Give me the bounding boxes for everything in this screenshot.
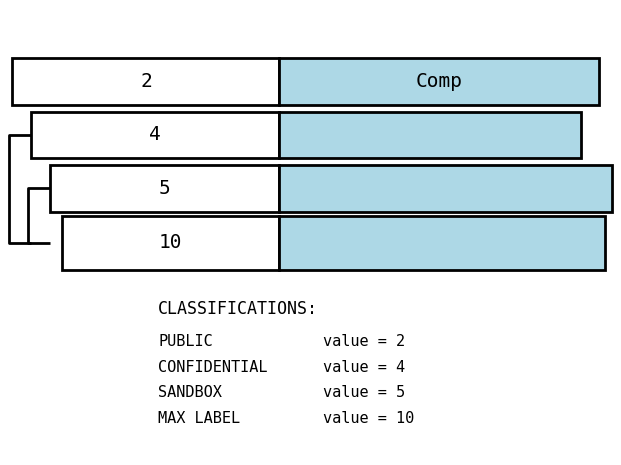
Text: value = 5: value = 5 bbox=[323, 385, 405, 400]
Text: value = 2: value = 2 bbox=[323, 334, 405, 349]
Bar bbox=[31, 112, 279, 158]
Bar bbox=[50, 165, 279, 212]
Bar bbox=[279, 216, 605, 270]
Text: MAX LABEL: MAX LABEL bbox=[158, 411, 240, 426]
Bar bbox=[279, 58, 599, 105]
Bar bbox=[12, 58, 279, 105]
Text: 10: 10 bbox=[159, 233, 183, 252]
Bar bbox=[279, 112, 581, 158]
Bar bbox=[62, 216, 279, 270]
Text: CONFIDENTIAL: CONFIDENTIAL bbox=[158, 360, 268, 375]
Bar bbox=[279, 165, 612, 212]
Text: Comp: Comp bbox=[416, 72, 463, 91]
Text: value = 4: value = 4 bbox=[323, 360, 405, 375]
Text: SANDBOX: SANDBOX bbox=[158, 385, 222, 400]
Text: 2: 2 bbox=[140, 72, 152, 91]
Text: 5: 5 bbox=[159, 179, 170, 198]
Text: 4: 4 bbox=[150, 126, 161, 144]
Text: CLASSIFICATIONS:: CLASSIFICATIONS: bbox=[158, 300, 319, 318]
Text: value = 10: value = 10 bbox=[323, 411, 414, 426]
Text: PUBLIC: PUBLIC bbox=[158, 334, 213, 349]
